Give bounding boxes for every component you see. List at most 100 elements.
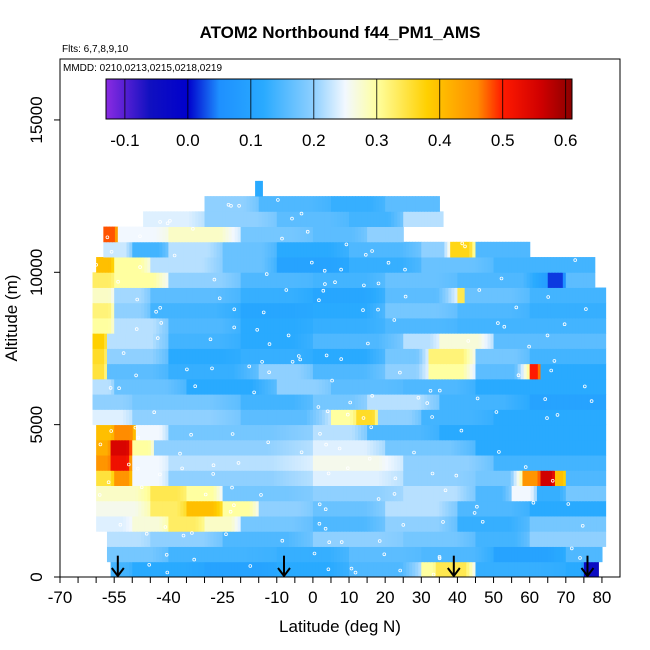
heatmap-cell: [177, 333, 182, 349]
heatmap-cell: [430, 455, 434, 471]
heatmap-cell: [358, 241, 362, 258]
heatmap-cell: [119, 348, 123, 365]
heatmap-cell: [219, 424, 224, 441]
heatmap-cell: [538, 561, 543, 578]
heatmap-cell: [460, 318, 465, 334]
heatmap-cell: [493, 424, 498, 441]
heatmap-cell: [424, 500, 428, 517]
heatmap-cell: [370, 287, 374, 304]
heatmap-cell: [129, 455, 133, 471]
heatmap-cell: [364, 363, 368, 380]
heatmap-cell: [343, 455, 347, 471]
heatmap-cell: [156, 287, 160, 304]
heatmap-cell: [303, 394, 308, 410]
heatmap-cell: [177, 318, 182, 334]
heatmap-cell: [309, 394, 314, 410]
heatmap-cell: [192, 257, 197, 273]
heatmap-cell: [288, 348, 293, 365]
heatmap-cell: [177, 394, 182, 410]
heatmap-cell: [324, 318, 329, 334]
heatmap-cell: [481, 455, 486, 471]
observation-marker: [255, 327, 260, 332]
heatmap-cell: [484, 272, 489, 288]
heatmap-cell: [276, 485, 281, 502]
heatmap-cell: [234, 348, 239, 365]
heatmap-cell: [502, 409, 507, 426]
heatmap-cell: [385, 348, 389, 365]
heatmap-cell: [502, 531, 507, 547]
heatmap-cell: [321, 546, 326, 563]
heatmap-cell: [216, 424, 221, 441]
observation-marker: [545, 416, 549, 420]
heatmap-cell: [264, 500, 269, 517]
heatmap-cell: [355, 348, 359, 365]
heatmap-cell: [207, 500, 212, 517]
heatmap-cell: [484, 409, 489, 426]
heatmap-cell: [168, 409, 172, 426]
heatmap-cell: [373, 333, 377, 349]
heatmap-cell: [258, 180, 263, 197]
heatmap-cell: [391, 196, 395, 212]
heatmap-cell: [493, 409, 498, 426]
observation-marker: [228, 509, 233, 514]
heatmap-cell: [560, 302, 564, 319]
heatmap-cell: [249, 455, 254, 471]
heatmap-cell: [584, 439, 588, 456]
heatmap-cell: [177, 455, 182, 471]
heatmap-cell: [213, 226, 218, 243]
heatmap-cell: [195, 378, 200, 395]
heatmap-cell: [231, 455, 236, 471]
heatmap-cell: [416, 363, 420, 380]
heatmap-cell: [599, 394, 604, 410]
heatmap-cell: [237, 500, 242, 517]
heatmap-cell: [161, 211, 166, 227]
heatmap-cell: [406, 287, 410, 304]
observation-marker: [164, 552, 169, 557]
heatmap-cell: [234, 561, 239, 578]
heatmap-cell: [162, 287, 166, 304]
heatmap-cell: [282, 546, 287, 563]
heatmap-cell: [568, 561, 573, 578]
heatmap-cell: [144, 470, 148, 486]
heatmap-cell: [276, 318, 281, 334]
heatmap-cell: [207, 363, 212, 380]
heatmap-cell: [466, 439, 471, 456]
heatmap-cell: [261, 318, 266, 334]
heatmap-cell: [379, 485, 383, 502]
heatmap-cell: [303, 378, 308, 395]
heatmap-cell: [374, 409, 379, 426]
heatmap-cell: [511, 378, 516, 395]
heatmap-cell: [150, 318, 154, 334]
heatmap-cell: [333, 500, 338, 517]
heatmap-cell: [388, 226, 392, 243]
heatmap-cell: [186, 500, 191, 517]
heatmap-cell: [318, 546, 323, 563]
heatmap-cell: [448, 318, 452, 334]
heatmap-cell: [321, 485, 326, 502]
heatmap-cell: [469, 546, 474, 563]
heatmap-cell: [340, 363, 344, 380]
heatmap-cell: [379, 424, 383, 441]
heatmap-cell: [361, 241, 365, 258]
heatmap-cell: [421, 424, 425, 441]
heatmap-cell: [252, 470, 257, 486]
heatmap-cell: [394, 516, 398, 532]
heatmap-cell: [445, 287, 449, 304]
heatmap-cell: [391, 561, 395, 578]
heatmap-cell: [156, 470, 160, 486]
heatmap-cell: [333, 394, 338, 410]
heatmap-cell: [391, 287, 395, 304]
heatmap-cell: [312, 409, 317, 426]
heatmap-cell: [581, 363, 586, 380]
heatmap-cell: [333, 226, 338, 243]
heatmap-cell: [538, 531, 543, 547]
heatmap-cell: [156, 348, 160, 365]
heatmap-cell: [147, 531, 151, 547]
heatmap-cell: [327, 455, 332, 471]
heatmap-cell: [526, 318, 531, 334]
heatmap-cell: [439, 485, 443, 502]
heatmap-cell: [532, 516, 537, 532]
heatmap-cell: [255, 485, 260, 502]
heatmap-cell: [538, 257, 542, 273]
heatmap-cell: [165, 378, 169, 395]
